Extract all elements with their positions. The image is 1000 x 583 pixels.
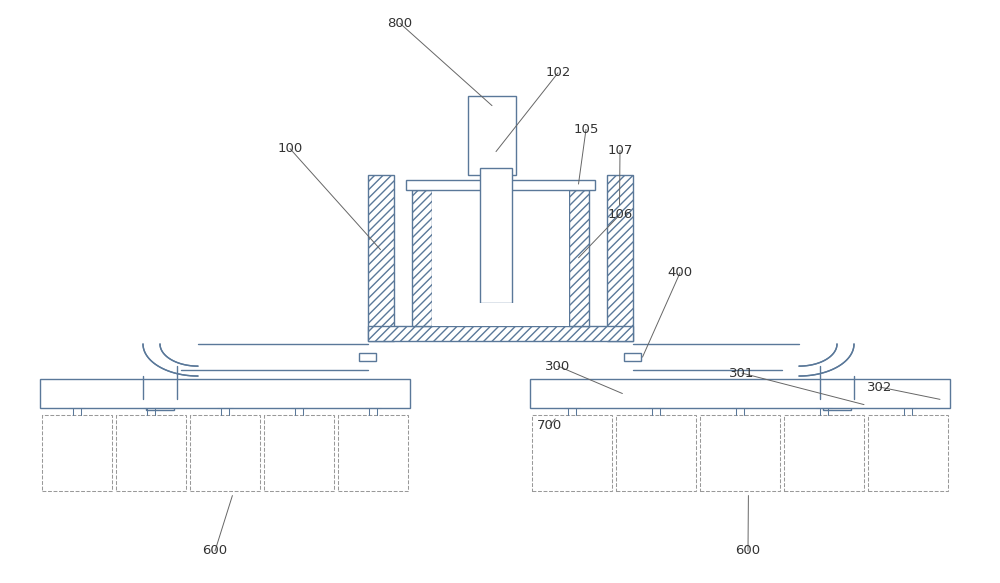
Text: 600: 600 xyxy=(735,545,761,557)
Text: 107: 107 xyxy=(607,144,633,157)
Text: 800: 800 xyxy=(387,17,413,30)
Bar xyxy=(823,399,851,410)
Bar xyxy=(700,415,780,491)
Bar xyxy=(368,175,394,341)
Bar xyxy=(406,180,594,189)
Bar xyxy=(432,189,568,326)
Text: 400: 400 xyxy=(667,266,693,279)
Text: 600: 600 xyxy=(202,545,228,557)
Text: 100: 100 xyxy=(277,142,303,155)
Bar xyxy=(532,415,612,491)
Text: 301: 301 xyxy=(729,367,755,380)
Bar xyxy=(42,415,112,491)
Bar xyxy=(480,168,512,303)
Bar xyxy=(624,353,641,361)
Bar xyxy=(359,353,376,361)
Text: 102: 102 xyxy=(545,66,571,79)
Bar xyxy=(338,415,408,491)
Bar xyxy=(530,379,950,408)
Bar xyxy=(868,415,948,491)
Bar xyxy=(368,326,633,341)
Text: 700: 700 xyxy=(537,419,563,432)
Bar xyxy=(616,415,696,491)
Bar xyxy=(264,415,334,491)
Polygon shape xyxy=(799,344,854,376)
Bar xyxy=(468,96,516,175)
Bar xyxy=(784,415,864,491)
Bar xyxy=(412,189,432,326)
Bar xyxy=(606,175,633,341)
Bar xyxy=(190,415,260,491)
Bar xyxy=(433,303,568,325)
Bar xyxy=(40,379,410,408)
Bar xyxy=(116,415,186,491)
Polygon shape xyxy=(143,344,198,376)
Text: 300: 300 xyxy=(545,360,571,373)
Bar xyxy=(146,399,174,410)
Text: 302: 302 xyxy=(867,381,893,394)
Text: 106: 106 xyxy=(607,208,633,221)
Text: 105: 105 xyxy=(573,123,599,136)
Bar xyxy=(568,189,588,326)
